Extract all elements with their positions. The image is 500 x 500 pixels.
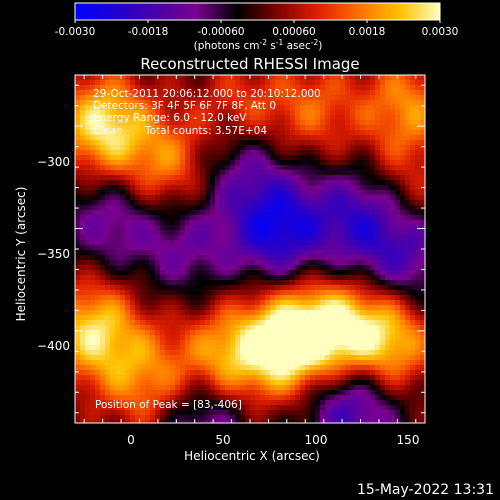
y-tick-label: −400 [37,339,70,353]
colorbar-tick-label: -0.00060 [197,26,244,38]
x-axis-title: Heliocentric X (arcsec) [184,449,320,463]
colorbar-tick-label: 0.00060 [272,26,315,38]
annotation-clean: Clean [93,125,123,137]
annotation-peak-position: Position of Peak = [83,-406] [95,399,242,411]
y-tick-label: −350 [37,247,70,261]
x-tick-label: 50 [215,433,230,447]
colorbar-tick-label: -0.0018 [128,26,169,38]
colorbar-gradient [75,3,440,20]
colorbar-tick-label: 0.0030 [422,26,459,38]
heatmap-image [75,75,425,423]
y-axis-title: Heliocentric Y (arcsec) [14,187,28,322]
x-tick-label: 150 [397,433,420,447]
annotation-energy-range: Energy Range: 6.0 - 12.0 keV [93,112,247,124]
colorbar-tick-marks [74,20,441,23]
colorbar-tick-label: 0.0018 [349,26,386,38]
annotation-detectors: Detectors: 3F 4F 5F 6F 7F 8F, Att 0 [93,100,276,112]
colorbar-units: (photons cm-2 s-1 asec-2) [194,38,323,52]
colorbar: -0.0030 -0.0018 -0.00060 0.00060 0.0018 … [55,2,459,52]
annotation-time-range: 29-Oct-2011 20:06:12.000 to 20:10:12.000 [93,88,321,100]
y-tick-label: −300 [37,155,70,169]
colorbar-tick-label: -0.0030 [55,26,96,38]
colorbar-frame [74,2,441,21]
axis-ticks [75,75,425,423]
chart-title: Reconstructed RHESSI Image [140,55,359,73]
x-tick-label: 100 [305,433,328,447]
x-tick-label: 0 [127,433,135,447]
plot-timestamp: 15-May-2022 13:31 [357,482,494,498]
annotation-total-counts: Total counts: 3.57E+04 [144,125,267,137]
